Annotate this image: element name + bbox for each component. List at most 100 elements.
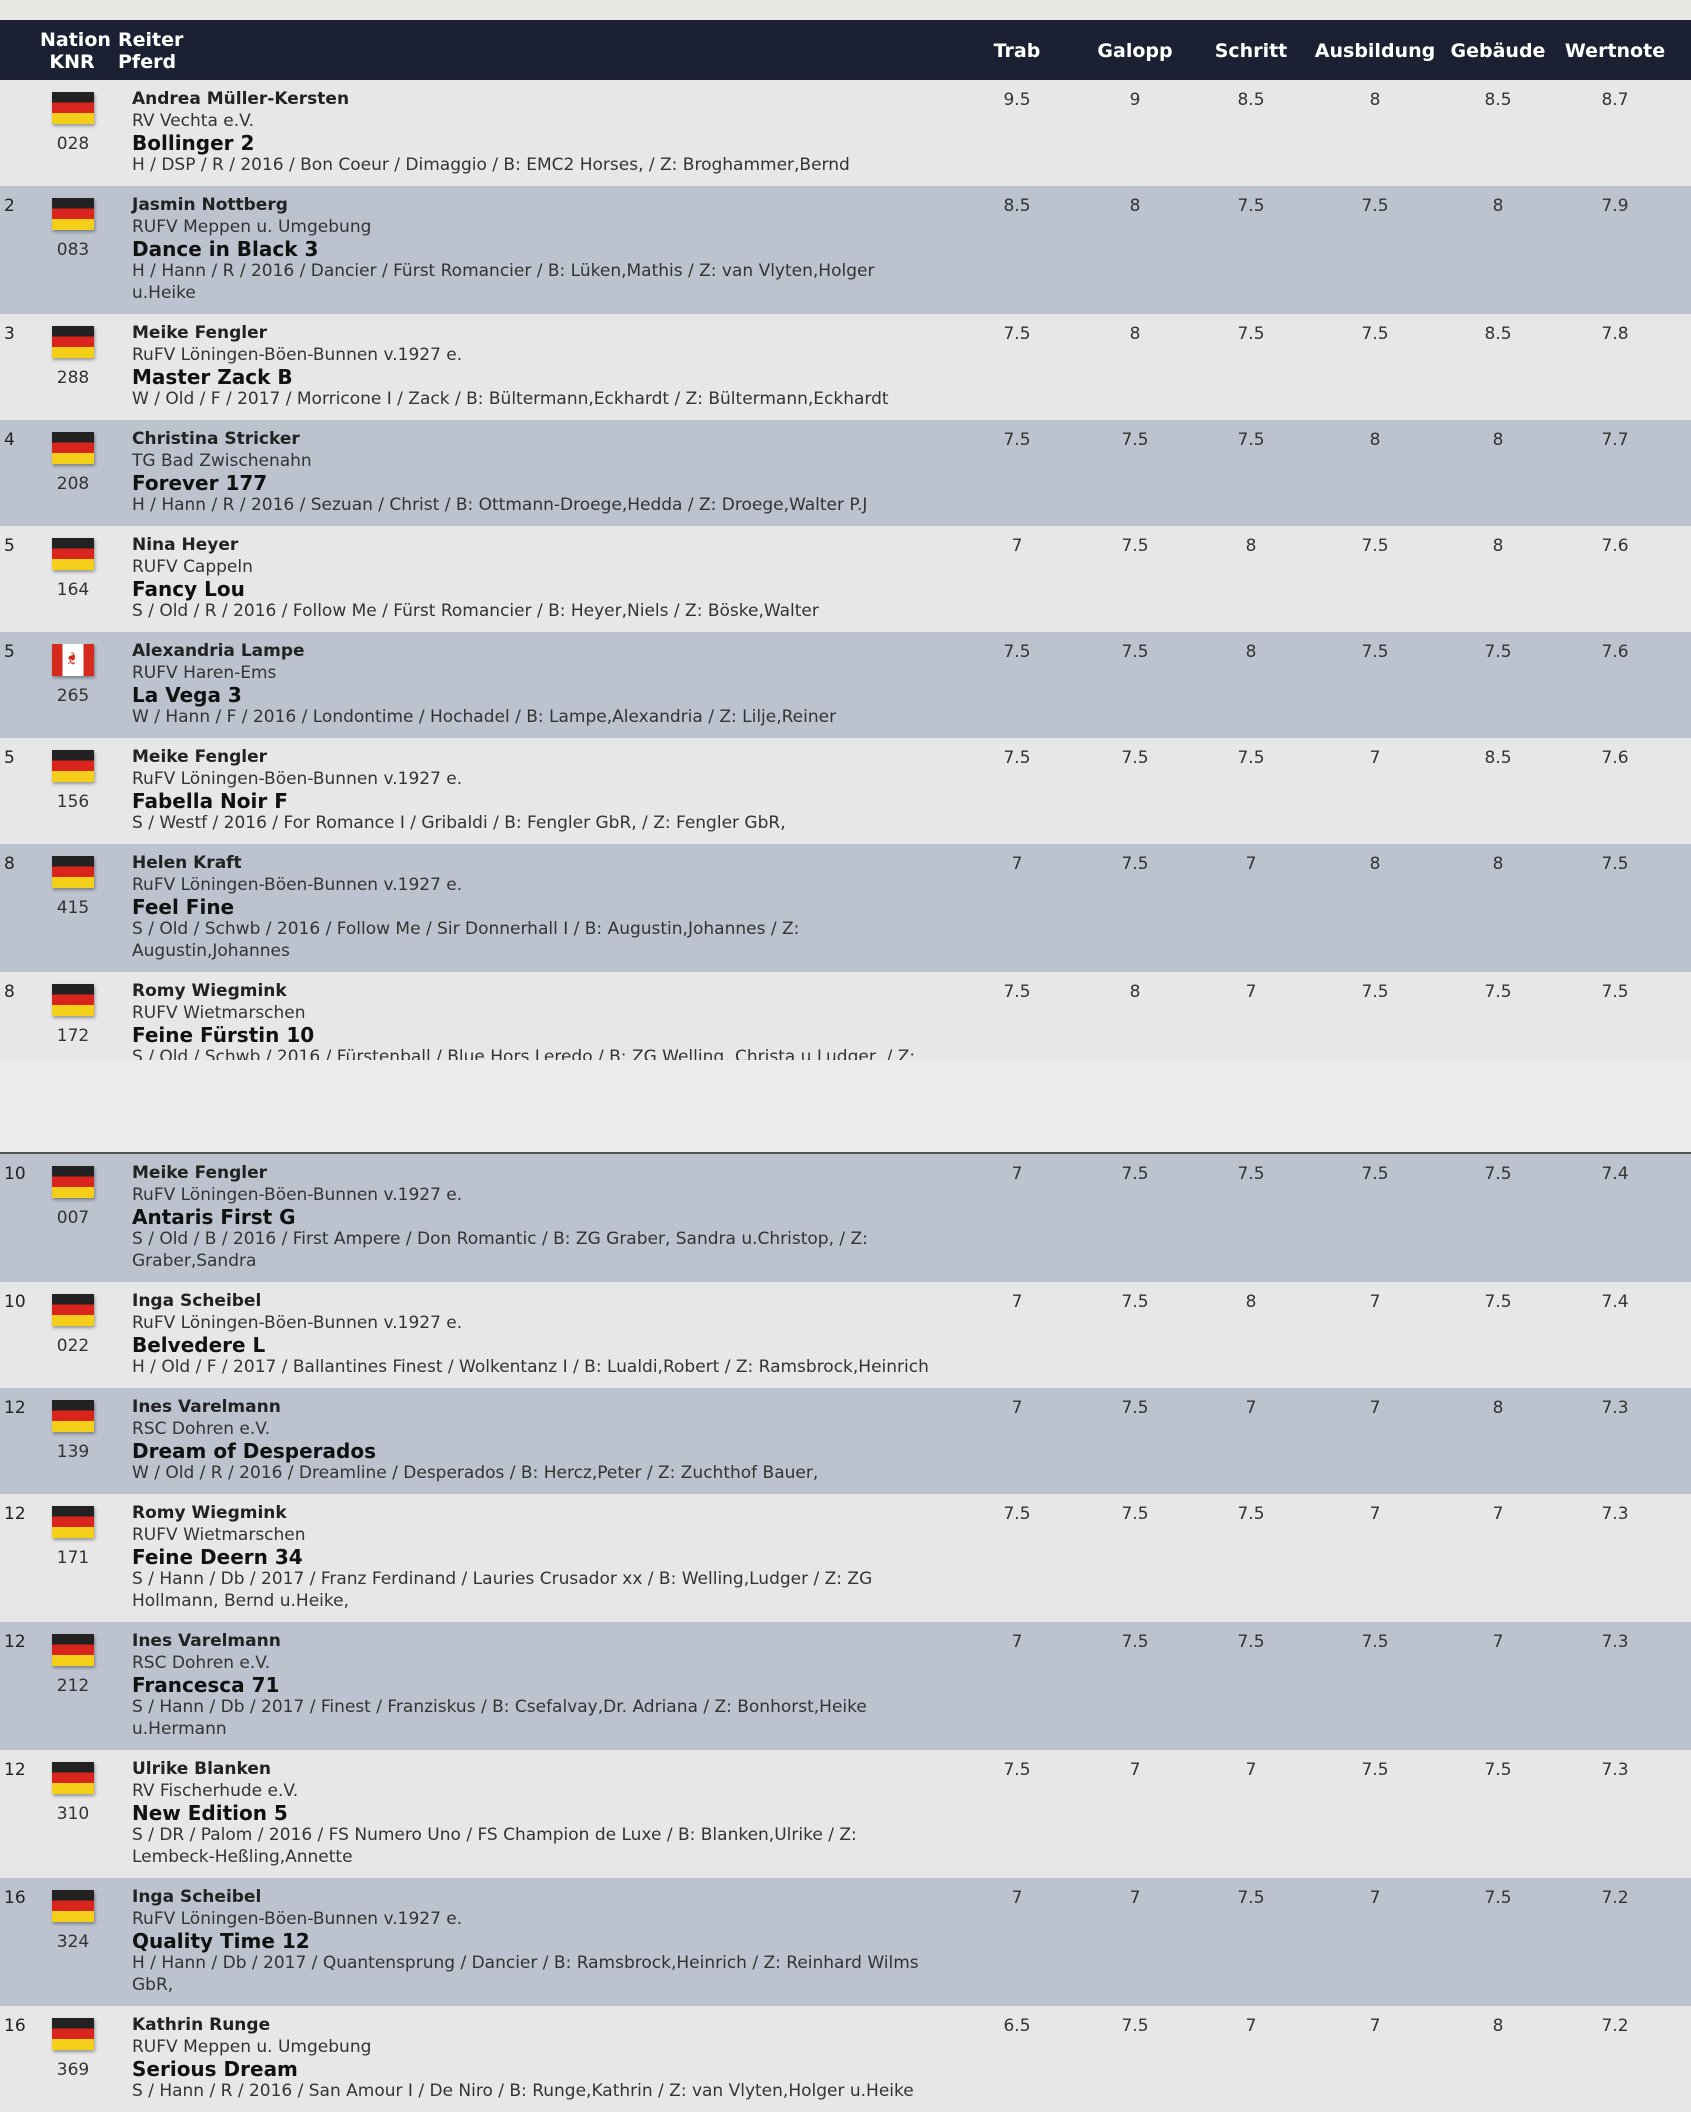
horse-details: W / Hann / F / 2016 / Londontime / Hocha… bbox=[132, 707, 837, 727]
rider-name[interactable]: Kathrin Runge bbox=[132, 2015, 271, 2035]
header-knr: KNR bbox=[49, 51, 95, 73]
horse-details: H / Hann / Db / 2017 / Quantensprung / D… bbox=[132, 1953, 919, 1995]
table-gap bbox=[0, 1060, 1691, 1152]
club-name: TG Bad Zwischenahn bbox=[132, 451, 312, 471]
table-row[interactable]: 12 139 Ines Varelmann RSC Dohren e.V. Dream … bbox=[0, 1388, 1691, 1494]
rider-name[interactable]: Ines Varelmann bbox=[132, 1631, 281, 1651]
germany-flag-icon bbox=[52, 1762, 94, 1794]
table-row[interactable]: 5 156 Meike Fengler RuFV Löningen-Böen-Bunn… bbox=[0, 738, 1691, 844]
score-galopp: 7.5 bbox=[1121, 1632, 1149, 1652]
score-schritt: 7 bbox=[1245, 854, 1257, 874]
score-trab: 8.5 bbox=[1003, 196, 1031, 216]
horse-name[interactable]: New Edition 5 bbox=[132, 1801, 288, 1825]
table-row[interactable]: 10 022 Inga Scheibel RuFV Löningen-Böen-Bun… bbox=[0, 1282, 1691, 1388]
header-galopp[interactable]: Galopp bbox=[1097, 40, 1173, 62]
table-row[interactable]: 3 288 Meike Fengler RuFV Löningen-Böen-Bunn… bbox=[0, 314, 1691, 420]
score-galopp: 7.5 bbox=[1121, 1504, 1149, 1524]
knr-number: 415 bbox=[56, 898, 90, 918]
rider-name[interactable]: Meike Fengler bbox=[132, 747, 268, 767]
horse-name[interactable]: Bollinger 2 bbox=[132, 131, 255, 155]
club-name: RUFV Meppen u. Umgebung bbox=[132, 2037, 372, 2057]
rank: 12 bbox=[4, 1760, 26, 1780]
table-row[interactable]: 5 164 Nina Heyer RUFV Cappeln Fancy Lou S / O… bbox=[0, 526, 1691, 632]
germany-flag-icon bbox=[52, 1506, 94, 1538]
germany-flag-icon bbox=[52, 1400, 94, 1432]
rider-name[interactable]: Ulrike Blanken bbox=[132, 1759, 271, 1779]
score-ausbildung: 7.5 bbox=[1361, 1632, 1389, 1652]
horse-name[interactable]: Antaris First G bbox=[132, 1205, 296, 1229]
germany-flag-icon bbox=[52, 856, 94, 888]
header-ausbildung[interactable]: Ausbildung bbox=[1314, 40, 1436, 62]
horse-details: W / Old / R / 2016 / Dreamline / Despera… bbox=[132, 1463, 819, 1483]
table-row[interactable]: 12 310 Ulrike Blanken RV Fischerhude e.V. Ne… bbox=[0, 1750, 1691, 1878]
table-row[interactable]: 8 415 Helen Kraft RuFV Löningen-Böen-Bunnen… bbox=[0, 844, 1691, 972]
rider-name[interactable]: Nina Heyer bbox=[132, 535, 239, 555]
rider-name[interactable]: Andrea Müller-Kersten bbox=[132, 89, 350, 109]
club-name: RUFV Wietmarschen bbox=[132, 1003, 306, 1023]
entry-info: Jasmin Nottberg RUFV Meppen u. Umgebung Da… bbox=[132, 194, 932, 304]
table-row[interactable]: 2 083 Jasmin Nottberg RUFV Meppen u. Umgebu… bbox=[0, 186, 1691, 314]
rider-name[interactable]: Inga Scheibel bbox=[132, 1291, 262, 1311]
horse-name[interactable]: La Vega 3 bbox=[132, 683, 242, 707]
rider-name[interactable]: Helen Kraft bbox=[132, 853, 242, 873]
knr-number: 007 bbox=[56, 1208, 90, 1228]
horse-name[interactable]: Dance in Black 3 bbox=[132, 237, 319, 261]
header-gebaeude[interactable]: Gebäude bbox=[1450, 40, 1546, 62]
horse-name[interactable]: Belvedere L bbox=[132, 1333, 266, 1357]
score-gebaeude: 7.5 bbox=[1484, 1888, 1512, 1908]
table-row[interactable]: 12 212 Ines Varelmann RSC Dohren e.V. France… bbox=[0, 1622, 1691, 1750]
score-trab: 7 bbox=[1011, 1888, 1023, 1908]
header-wertnote[interactable]: Wertnote bbox=[1564, 40, 1666, 62]
rider-name[interactable]: Jasmin Nottberg bbox=[132, 195, 288, 215]
score-trab: 7 bbox=[1011, 1398, 1023, 1418]
rider-name[interactable]: Meike Fengler bbox=[132, 1163, 268, 1183]
horse-name[interactable]: Fancy Lou bbox=[132, 577, 245, 601]
rank: 12 bbox=[4, 1398, 26, 1418]
score-schritt: 7.5 bbox=[1237, 430, 1265, 450]
rider-name[interactable]: Meike Fengler bbox=[132, 323, 268, 343]
germany-flag-icon bbox=[52, 326, 94, 358]
rider-name[interactable]: Christina Stricker bbox=[132, 429, 300, 449]
table-row[interactable]: 10 007 Meike Fengler RuFV Löningen-Böen-Bun… bbox=[0, 1154, 1691, 1282]
rider-name[interactable]: Romy Wiegmink bbox=[132, 1503, 287, 1523]
score-schritt: 8 bbox=[1245, 536, 1257, 556]
score-schritt: 7.5 bbox=[1237, 196, 1265, 216]
table-row[interactable]: 4 208 Christina Stricker TG Bad Zwischenahn… bbox=[0, 420, 1691, 526]
score-galopp: 8 bbox=[1129, 982, 1141, 1002]
score-ausbildung: 8 bbox=[1369, 430, 1381, 450]
horse-details: H / Hann / R / 2016 / Sezuan / Christ / … bbox=[132, 495, 868, 515]
score-ausbildung: 7.5 bbox=[1361, 982, 1389, 1002]
rider-name[interactable]: Alexandria Lampe bbox=[132, 641, 305, 661]
horse-details: S / Old / Schwb / 2016 / Follow Me / Sir… bbox=[132, 919, 800, 961]
header-schritt[interactable]: Schritt bbox=[1214, 40, 1288, 62]
horse-name[interactable]: Feine Fürstin 10 bbox=[132, 1023, 315, 1047]
header-trab[interactable]: Trab bbox=[993, 40, 1041, 62]
table-row[interactable]: 028 Andrea Müller-Kersten RV Vechta e.V. Bo… bbox=[0, 80, 1691, 186]
horse-name[interactable]: Master Zack B bbox=[132, 365, 293, 389]
table-row[interactable]: 16 369 Kathrin Runge RUFV Meppen u. Umgebun… bbox=[0, 2006, 1691, 2112]
horse-name[interactable]: Serious Dream bbox=[132, 2057, 298, 2081]
rider-name[interactable]: Ines Varelmann bbox=[132, 1397, 281, 1417]
score-wertnote: 7.3 bbox=[1601, 1504, 1629, 1524]
entry-info: Ines Varelmann RSC Dohren e.V. Francesca 7… bbox=[132, 1630, 932, 1740]
score-schritt: 7.5 bbox=[1237, 748, 1265, 768]
horse-name[interactable]: Feine Deern 34 bbox=[132, 1545, 303, 1569]
rider-name[interactable]: Inga Scheibel bbox=[132, 1887, 262, 1907]
horse-name[interactable]: Forever 177 bbox=[132, 471, 268, 495]
rider-name[interactable]: Romy Wiegmink bbox=[132, 981, 287, 1001]
knr-number: 369 bbox=[56, 2060, 90, 2080]
score-wertnote: 7.5 bbox=[1601, 982, 1629, 1002]
horse-details: S / Hann / Db / 2017 / Finest / Franzisk… bbox=[132, 1697, 867, 1739]
horse-name[interactable]: Dream of Desperados bbox=[132, 1439, 377, 1463]
table-row[interactable]: 12 171 Romy Wiegmink RUFV Wietmarschen Feine… bbox=[0, 1494, 1691, 1622]
horse-details: S / Hann / Db / 2017 / Franz Ferdinand /… bbox=[132, 1569, 873, 1611]
entry-info: Christina Stricker TG Bad Zwischenahn Fore… bbox=[132, 428, 932, 516]
horse-name[interactable]: Feel Fine bbox=[132, 895, 235, 919]
horse-name[interactable]: Fabella Noir F bbox=[132, 789, 288, 813]
horse-name[interactable]: Quality Time 12 bbox=[132, 1929, 310, 1953]
horse-name[interactable]: Francesca 71 bbox=[132, 1673, 280, 1697]
table-row[interactable]: 16 324 Inga Scheibel RuFV Löningen-Böen-Bun… bbox=[0, 1878, 1691, 2006]
score-wertnote: 7.6 bbox=[1601, 642, 1629, 662]
